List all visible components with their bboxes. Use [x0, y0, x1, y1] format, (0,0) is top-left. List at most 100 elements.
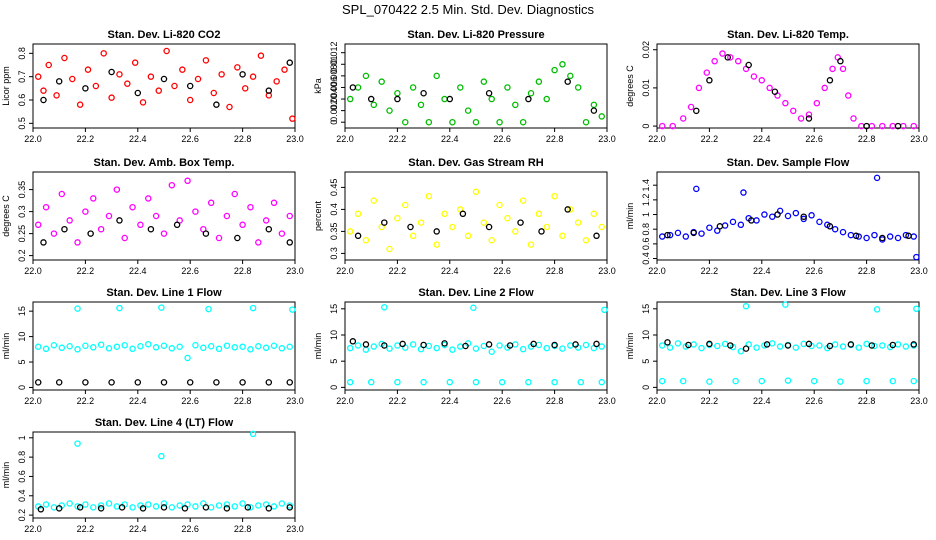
data-point-series-2 — [826, 77, 834, 84]
data-point-series-1 — [420, 378, 427, 386]
plot-title: Stan. Dev. Line 1 Flow — [106, 287, 222, 299]
data-point-series-2 — [286, 239, 294, 246]
data-point-series-1 — [498, 378, 506, 386]
data-point-series-2 — [805, 115, 813, 122]
data-point-series-2 — [97, 505, 105, 512]
data-point-series-1 — [519, 345, 527, 353]
data-point-series-1 — [184, 354, 191, 362]
data-point-series-1 — [512, 101, 519, 109]
x-tick-label: 22.2 — [77, 396, 95, 406]
x-tick-label: 22.2 — [389, 396, 407, 406]
data-point-series-1 — [281, 66, 288, 73]
data-point-series-1 — [171, 82, 178, 90]
data-point-series-1 — [496, 118, 503, 126]
data-point-series-2 — [905, 232, 912, 240]
data-point-series-1 — [239, 500, 246, 507]
data-point-series-1 — [215, 234, 223, 242]
data-point-series-1 — [721, 222, 729, 229]
data-point-series-1 — [695, 84, 703, 92]
data-point-series-2 — [139, 505, 147, 512]
data-point-series-1 — [249, 73, 257, 80]
y-axis-label: ml/min — [1, 333, 11, 360]
data-point-series-1 — [910, 377, 918, 385]
data-point-series-1 — [472, 118, 480, 126]
data-point-series-1 — [223, 501, 231, 508]
data-point-series-2 — [771, 88, 779, 95]
x-tick-label: 23.0 — [598, 134, 616, 144]
data-point-series-2 — [173, 221, 181, 229]
data-point-series-1 — [176, 343, 183, 351]
data-point-series-1 — [205, 305, 212, 313]
data-point-series-2 — [441, 340, 448, 347]
data-point-series-2 — [763, 341, 771, 348]
data-point-series-1 — [433, 72, 440, 80]
data-point-series-2 — [202, 230, 210, 237]
data-point-series-2 — [716, 223, 724, 230]
data-point-series-2 — [87, 230, 94, 237]
x-tick-label: 22.6 — [493, 134, 511, 144]
data-point-series-1 — [910, 233, 918, 240]
data-point-series-2 — [664, 231, 671, 239]
data-point-series-1 — [255, 502, 262, 509]
data-point-series-1 — [776, 343, 784, 350]
y-tick-label: 1.4 — [641, 179, 651, 192]
data-point-series-1 — [496, 342, 503, 349]
panel-6: Stan. Dev. Sample Flow ml/min 22.0 22.2 22.4… — [625, 157, 928, 276]
data-point-series-1 — [346, 344, 354, 352]
x-tick-label: 22.2 — [701, 396, 719, 406]
data-point-series-1 — [425, 118, 433, 126]
data-point-series-1 — [381, 303, 388, 311]
plot-frame — [344, 43, 608, 129]
y-axis-label: ml/min — [625, 333, 635, 360]
data-point-series-1 — [742, 302, 750, 310]
x-tick-label: 22.6 — [493, 266, 511, 276]
data-point-series-1 — [255, 343, 262, 350]
x-tick-label: 22.8 — [858, 266, 876, 276]
x-tick-label: 22.4 — [129, 396, 147, 406]
data-point-series-1 — [425, 342, 433, 350]
data-point-series-1 — [116, 71, 123, 78]
data-point-series-1 — [257, 52, 265, 59]
x-tick-label: 22.6 — [493, 396, 511, 406]
data-point-series-2 — [852, 232, 860, 240]
data-point-series-2 — [420, 89, 427, 97]
x-tick-label: 22.4 — [441, 266, 459, 276]
data-point-series-1 — [82, 501, 89, 508]
data-point-series-1 — [218, 71, 225, 78]
data-point-series-1 — [732, 377, 739, 385]
y-tick-label: 0.35 — [329, 223, 339, 241]
data-point-series-2 — [134, 89, 142, 97]
data-point-series-1 — [61, 54, 68, 62]
data-point-series-2 — [664, 339, 671, 346]
data-point-series-1 — [669, 122, 676, 130]
data-point-series-1 — [441, 95, 448, 103]
data-point-series-1 — [782, 99, 789, 107]
y-tick-label: 15 — [329, 304, 339, 314]
data-point-series-1 — [147, 73, 155, 80]
data-point-series-1 — [378, 78, 385, 85]
data-point-series-2 — [462, 342, 469, 350]
data-point-series-1 — [226, 103, 233, 111]
data-point-series-1 — [847, 231, 855, 239]
data-point-series-1 — [50, 341, 58, 349]
data-point-series-1 — [160, 500, 168, 507]
data-point-series-1 — [703, 69, 711, 76]
y-tick-label: 0.006 — [329, 76, 339, 99]
data-point-series-1 — [543, 344, 550, 352]
data-point-series-1 — [574, 219, 582, 226]
data-point-series-2 — [286, 504, 294, 511]
data-point-series-2 — [485, 341, 493, 348]
data-point-series-1 — [108, 94, 115, 101]
data-point-series-1 — [168, 504, 176, 511]
data-point-series-2 — [37, 506, 45, 513]
data-point-series-1 — [839, 65, 847, 73]
data-point-series-1 — [535, 78, 543, 85]
data-point-series-1 — [194, 75, 202, 83]
x-tick-label: 22.6 — [805, 396, 823, 406]
data-point-series-1 — [457, 343, 464, 350]
data-point-series-1 — [425, 192, 433, 200]
data-point-series-1 — [409, 84, 417, 91]
data-point-series-1 — [873, 174, 881, 182]
plot-title: Stan. Dev. Li-820 Temp. — [727, 29, 849, 41]
data-point-series-1 — [889, 377, 897, 385]
